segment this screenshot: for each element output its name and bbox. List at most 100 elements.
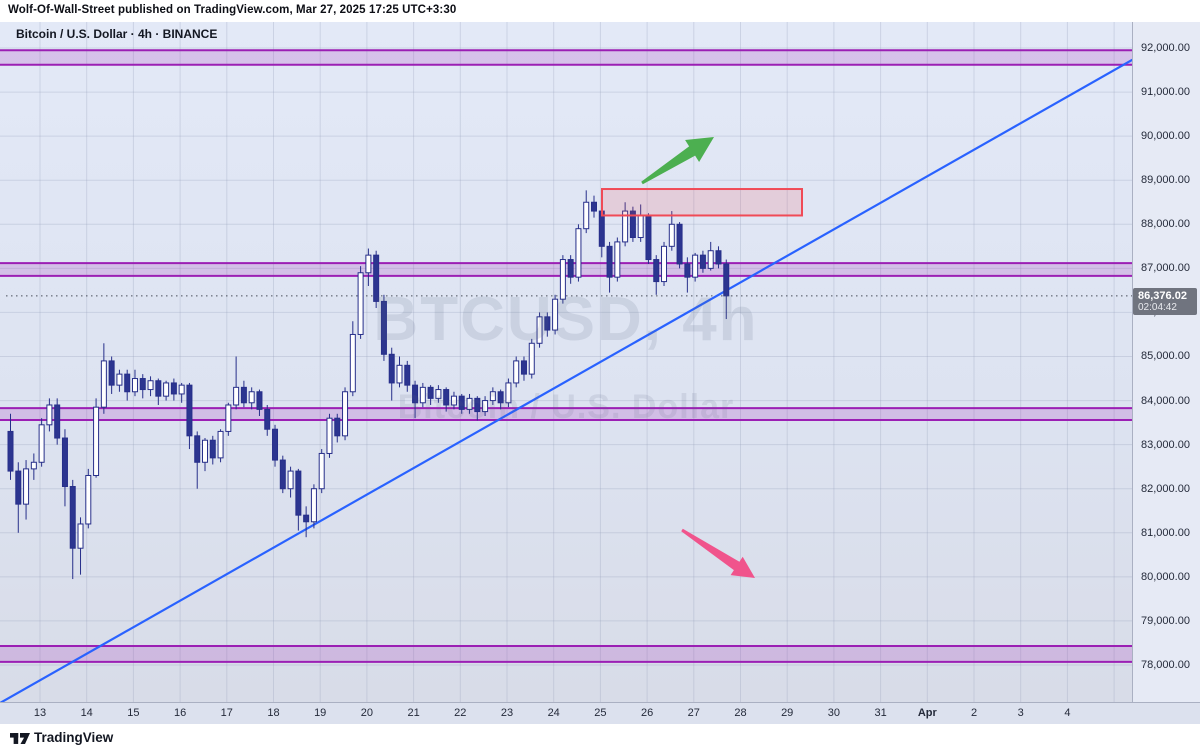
tradingview-brand[interactable]: TradingView — [34, 730, 114, 745]
candle-body — [77, 523, 84, 549]
zone-band[interactable] — [0, 408, 1132, 420]
candle-body — [139, 378, 146, 391]
candle-body — [653, 259, 660, 283]
price-tick-label: 85,000.00 — [1141, 350, 1190, 363]
candle-body — [404, 364, 411, 386]
price-chart-canvas[interactable] — [0, 0, 1132, 702]
trendline[interactable] — [0, 58, 1132, 702]
zone-band[interactable] — [0, 50, 1132, 65]
candle-body — [357, 272, 364, 335]
publish-info: Wolf-Of-Wall-Street published on Trading… — [0, 0, 1200, 22]
candle-body — [85, 474, 92, 525]
candle-body — [326, 417, 333, 454]
candle-body — [225, 404, 232, 432]
time-axis[interactable]: 13 14 15 16 17 18 19 20 21 22 23 24 25 26 27 28 29 30 31 Ap… — [0, 702, 1200, 725]
candle-body — [544, 316, 551, 331]
chart-legend: Bitcoin / U.S. Dollar · 4h · BINANCE — [16, 27, 218, 41]
candle-body — [676, 223, 683, 265]
candle-body — [7, 430, 14, 472]
candle-body — [38, 424, 45, 463]
price-tick-label: 80,000.00 — [1141, 570, 1190, 583]
candle-body — [552, 298, 559, 331]
time-tick-label: 30 — [827, 707, 841, 719]
candle-body — [272, 428, 279, 461]
candle-body — [715, 250, 722, 265]
price-tick-label: 92,000.00 — [1141, 42, 1190, 54]
candle-body — [170, 382, 177, 395]
candle-body — [536, 316, 543, 344]
candle-body — [310, 488, 317, 523]
candle-body — [396, 364, 403, 384]
time-tick-label: 15 — [127, 707, 140, 719]
candle-body — [61, 437, 68, 488]
candle-body — [54, 404, 61, 439]
candle-body — [217, 430, 224, 459]
bearish-arrow[interactable] — [681, 528, 755, 578]
candle-body — [240, 386, 247, 404]
candle-body — [349, 333, 356, 393]
candle-body — [155, 380, 162, 397]
zone-band[interactable] — [0, 646, 1132, 662]
candle-body — [100, 360, 107, 408]
zone-band[interactable] — [0, 263, 1132, 276]
candle-body — [93, 406, 100, 476]
candle-body — [264, 408, 271, 430]
price-tick-label: 90,000.00 — [1141, 130, 1190, 143]
candle-body — [559, 259, 566, 300]
price-tick-label: 89,000.00 — [1141, 174, 1190, 187]
candle-body — [668, 223, 675, 247]
candle-body — [30, 461, 37, 470]
footer-bar: TradingView — [0, 724, 1200, 752]
time-tick-label: 2 — [970, 707, 978, 719]
price-tick-label: 83,000.00 — [1141, 438, 1190, 451]
candle-body — [318, 452, 325, 490]
candle-body — [707, 250, 714, 269]
candle-body — [443, 389, 450, 406]
candle-body — [645, 214, 652, 261]
candle-body — [723, 263, 730, 297]
candle-body — [279, 459, 286, 490]
candle-body — [388, 353, 395, 384]
time-tick-label: 14 — [80, 707, 93, 719]
tradingview-logo-icon[interactable] — [10, 731, 30, 746]
time-tick-label: 28 — [734, 707, 747, 719]
price-axis[interactable]: 92,000.00 91,000.00 90,000.00 89,000.00 88,0… — [1132, 22, 1200, 702]
candle-body — [46, 404, 53, 426]
time-tick-label: 16 — [173, 707, 187, 719]
candle-body — [699, 254, 706, 269]
candle-body — [124, 373, 131, 393]
bar-countdown: 02:04:42 — [1138, 302, 1177, 313]
last-price-value: 86,376.02 — [1138, 290, 1187, 302]
candle-body — [116, 373, 123, 386]
candle-body — [23, 468, 30, 505]
candle-body — [194, 435, 201, 463]
time-tick-label: 25 — [594, 707, 607, 719]
candle-body — [365, 254, 372, 274]
candle-body — [591, 201, 597, 212]
candle-body — [583, 201, 590, 230]
candle-body — [614, 241, 621, 278]
price-tick-label: 78,000.00 — [1141, 658, 1190, 671]
candle-body — [505, 382, 512, 404]
price-tick-label: 82,000.00 — [1141, 482, 1190, 495]
time-tick-label: 19 — [314, 707, 327, 719]
time-tick-label: Apr — [917, 707, 937, 719]
candle-body — [489, 391, 496, 402]
candle-body — [684, 263, 691, 278]
price-tick-label: 87,000.00 — [1141, 262, 1190, 275]
time-tick-label: 22 — [454, 707, 467, 719]
price-tick-label: 84,000.00 — [1141, 394, 1190, 407]
candle-body — [108, 360, 115, 386]
candle-body — [295, 470, 302, 516]
bullish-arrow[interactable] — [641, 137, 714, 185]
candle-body — [474, 397, 481, 413]
candle-body — [458, 395, 465, 410]
candle-body — [520, 360, 527, 375]
resistance-box[interactable] — [601, 188, 803, 217]
candle-body — [692, 254, 699, 278]
candle-body — [69, 486, 76, 549]
candle-body — [380, 300, 387, 355]
time-tick-label: 29 — [781, 707, 794, 719]
time-tick-label: 18 — [267, 707, 280, 719]
